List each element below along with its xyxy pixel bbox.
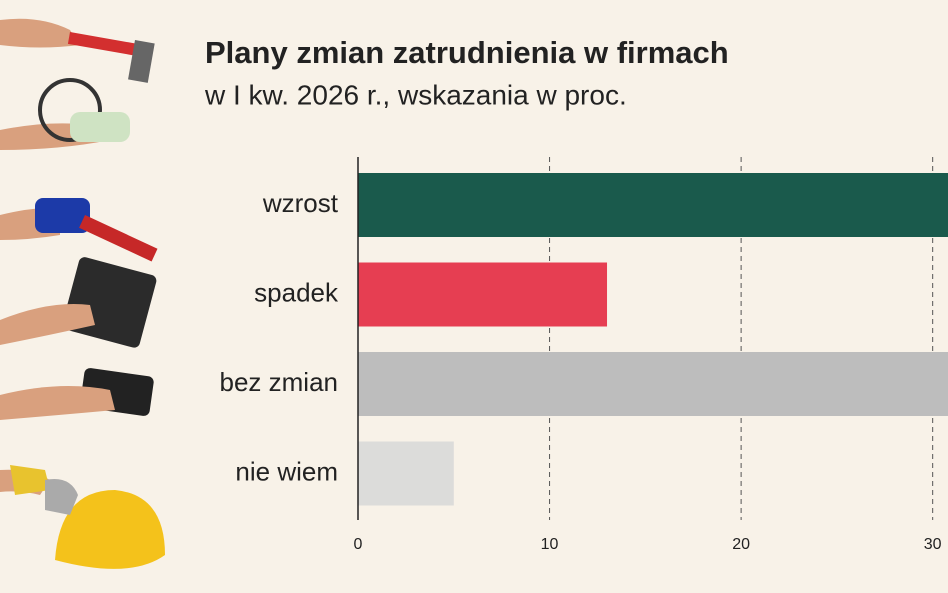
- x-tick-label: 20: [732, 536, 750, 553]
- x-tick-label: 30: [924, 536, 942, 553]
- bar: [358, 173, 948, 237]
- category-label: bez zmian: [220, 367, 339, 397]
- category-label: nie wiem: [235, 456, 338, 486]
- bar: [358, 441, 454, 506]
- bar: [358, 352, 948, 416]
- x-tick-label: 0: [354, 536, 363, 553]
- category-label: spadek: [254, 277, 339, 307]
- illustrations: [0, 18, 165, 569]
- grid: [549, 157, 934, 520]
- labels: 0 10 20 30 wzrost spadek bez zmian nie wiem: [220, 157, 942, 553]
- bar: [358, 262, 608, 327]
- bars: [358, 173, 948, 506]
- chart-subtitle: w I kw. 2026 r., wskazania w proc.: [204, 79, 627, 110]
- category-label: wzrost: [262, 188, 339, 218]
- chart-title: Plany zmian zatrudnienia w firmach: [205, 35, 729, 70]
- x-tick-label: 10: [541, 536, 559, 553]
